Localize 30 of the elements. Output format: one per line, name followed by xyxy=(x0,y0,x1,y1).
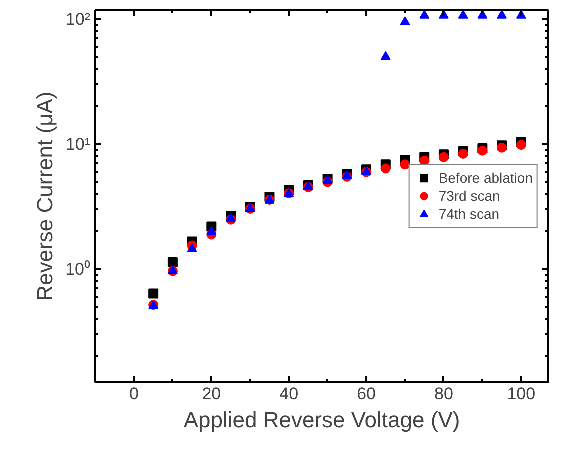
y-tick-label: 10⁰ xyxy=(66,260,91,280)
legend-label: Before ablation xyxy=(438,169,533,187)
x-tick-label: 60 xyxy=(357,384,376,404)
point xyxy=(400,16,410,26)
legend-label: 74th scan xyxy=(438,205,500,223)
y-tick-label: 10¹ xyxy=(66,135,91,154)
x-tick-label: 0 xyxy=(129,384,139,404)
y-tick-label: 10² xyxy=(66,10,91,29)
point xyxy=(187,244,198,252)
x-tick-label: 20 xyxy=(202,384,222,404)
x-tick-label: 80 xyxy=(434,384,454,404)
point xyxy=(478,146,488,156)
point xyxy=(400,160,410,170)
point xyxy=(420,10,430,19)
point xyxy=(380,164,391,174)
legend-label: 73rd scan xyxy=(438,187,500,205)
point xyxy=(478,10,488,19)
point xyxy=(380,51,391,60)
y-axis-title: Reverse Current (μA) xyxy=(32,92,58,302)
point xyxy=(516,140,526,150)
point xyxy=(438,152,449,162)
point xyxy=(206,226,217,236)
point xyxy=(458,10,468,19)
point xyxy=(168,257,178,268)
point xyxy=(497,10,508,19)
point xyxy=(148,288,159,299)
point xyxy=(458,149,468,159)
x-tick-label: 40 xyxy=(280,384,299,404)
x-tick-label: 100 xyxy=(507,384,536,404)
x-axis-title: Applied Reverse Voltage (V) xyxy=(184,408,460,432)
